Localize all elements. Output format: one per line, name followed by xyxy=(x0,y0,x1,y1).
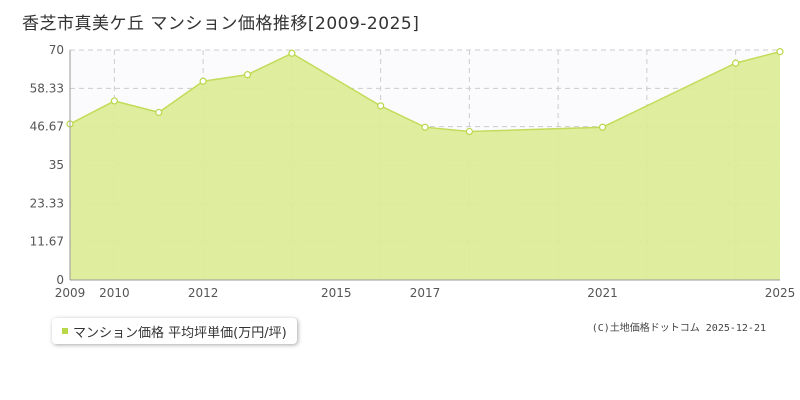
series-area xyxy=(70,51,780,280)
legend: マンション価格 平均坪単価(万円/坪) xyxy=(52,318,297,344)
y-tick-label: 58.33 xyxy=(30,81,64,95)
y-tick-label: 23.33 xyxy=(30,196,64,210)
x-tick-label: 2015 xyxy=(321,286,352,300)
y-tick-labels: 0 11.67 23.33 35 46.67 58.33 70 xyxy=(30,43,64,287)
legend-label: マンション価格 平均坪単価(万円/坪) xyxy=(73,325,287,341)
data-point xyxy=(288,49,296,57)
x-tick-label: 2025 xyxy=(765,286,796,300)
chart-title: 香芝市真美ケ丘 マンション価格推移[2009-2025] xyxy=(22,14,420,34)
data-point xyxy=(732,59,740,67)
series-line xyxy=(69,50,781,133)
data-point xyxy=(421,123,429,131)
data-point xyxy=(776,48,784,56)
data-points xyxy=(66,48,784,136)
x-tick-label: 2017 xyxy=(410,286,441,300)
x-tick-label: 2010 xyxy=(99,286,130,300)
data-point xyxy=(155,108,163,117)
data-point xyxy=(243,71,252,79)
y-tick-label: 46.67 xyxy=(30,120,64,134)
x-tick-label: 2021 xyxy=(587,286,618,300)
data-point xyxy=(598,123,607,131)
legend-marker xyxy=(62,328,68,334)
x-tick-label: 2012 xyxy=(188,286,219,300)
data-point xyxy=(110,97,118,105)
y-tick-label: 11.67 xyxy=(30,235,64,249)
copyright-credit: (C)土地価格ドットコム 2025-12-21 xyxy=(591,323,766,334)
x-tick-labels: 2009 2010 2012 2015 2017 2021 2025 xyxy=(55,286,796,300)
y-tick-label: 35 xyxy=(49,158,64,172)
data-point xyxy=(199,77,207,85)
data-point xyxy=(465,127,473,136)
y-tick-label: 0 xyxy=(56,273,64,287)
x-tick-label: 2009 xyxy=(55,286,86,300)
y-tick-label: 70 xyxy=(49,43,64,57)
data-point xyxy=(377,102,385,110)
